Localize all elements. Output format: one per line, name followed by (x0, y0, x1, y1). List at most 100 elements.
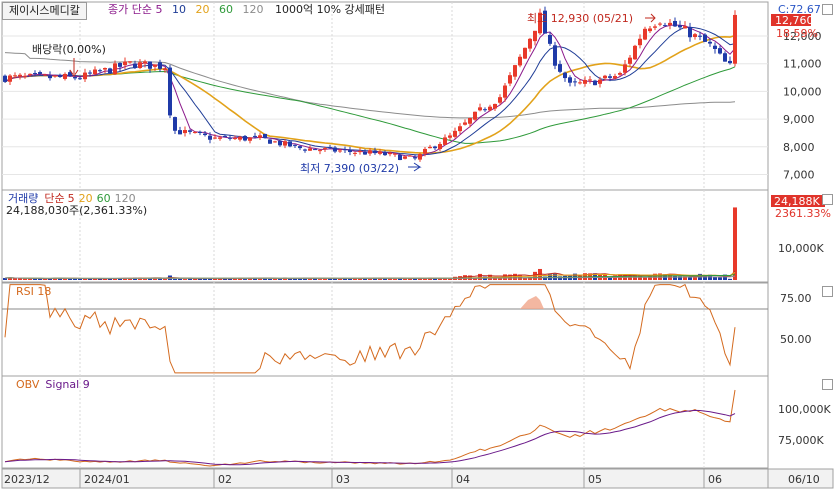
candle-body (58, 75, 62, 78)
candle-body (508, 75, 512, 84)
candle-body (573, 81, 577, 83)
candle-body (68, 72, 72, 77)
volume-bar (143, 278, 147, 280)
volume-bar (688, 277, 692, 280)
volume-bar (213, 278, 217, 280)
rsi-ytick-75: 75.00 (780, 292, 812, 305)
header-ma-legend: 종가 단순 5 10 20 60 120 1000억 10% 강세패턴 (108, 3, 385, 17)
volume-bar (198, 278, 202, 280)
volume-bar (183, 279, 187, 280)
candle-body (733, 14, 737, 64)
volume-bar (128, 278, 132, 280)
rsi-panel-max-button[interactable] (822, 286, 833, 297)
candle-body (728, 60, 732, 64)
volume-bar (413, 278, 417, 280)
volume-bar (203, 278, 207, 280)
volume-bar (433, 278, 437, 280)
candle-body (293, 144, 297, 146)
candle-body (228, 137, 232, 139)
candle-body (538, 12, 542, 34)
volume-bar (358, 278, 362, 280)
candle-body (593, 80, 597, 86)
candle-body (173, 117, 177, 131)
candle-body (588, 79, 592, 81)
volume-bar (33, 278, 37, 280)
candle-body (383, 152, 387, 156)
candle-body (638, 38, 642, 46)
candle-body (578, 82, 582, 84)
candle-body (418, 153, 422, 160)
price-ytick: 11,000 (783, 58, 822, 71)
xlabel-2023-12: 2023/12 (4, 473, 50, 486)
volume-bar (153, 277, 157, 280)
candle-body (693, 34, 697, 37)
candle-body (513, 65, 517, 77)
candle-body (208, 135, 212, 140)
candle-body (73, 77, 77, 79)
rsi-panel-frame (1, 282, 769, 377)
candle-body (78, 78, 82, 80)
candle-body (603, 75, 607, 79)
price-ytick: 10,000 (783, 85, 822, 98)
candle-body (3, 75, 7, 82)
candle-body (153, 64, 157, 67)
candle-body (18, 74, 22, 77)
volume-bar (323, 278, 327, 280)
candle-body (533, 30, 537, 42)
candle-body (43, 74, 47, 76)
volume-bar (673, 275, 677, 280)
volume-bar (528, 277, 532, 280)
candle-body (278, 140, 282, 146)
volume-bar (58, 277, 62, 280)
xlabel-04: 04 (456, 473, 470, 486)
current-pct: 18.59% (776, 27, 818, 40)
low-label: 최저 7,390 (03/22) (300, 162, 399, 175)
xlabel-03: 03 (336, 473, 350, 486)
volume-bar (728, 278, 732, 280)
candle-body (458, 126, 462, 132)
xlabel-02: 02 (218, 473, 232, 486)
candle-body (698, 35, 702, 37)
candle-body (303, 149, 307, 151)
volume-current-tag (771, 195, 825, 207)
volume-bar (628, 276, 632, 280)
price-ytick: 9,000 (783, 113, 815, 126)
volume-bar (248, 277, 252, 280)
obv-ytick-100k: 100,000K (778, 403, 831, 416)
volume-bar (43, 279, 47, 280)
volume-bar (608, 276, 612, 280)
volume-bar (438, 278, 442, 280)
candle-body (158, 62, 162, 69)
obv-panel-max-button[interactable] (822, 379, 833, 390)
volume-panel-max-button[interactable] (822, 194, 833, 205)
candle-body (428, 146, 432, 149)
dividend-arrow (69, 58, 79, 77)
candle-body (203, 133, 207, 136)
candle-body (393, 153, 397, 155)
ma-10: 10 (171, 3, 186, 16)
high-label: 최고 12,930 (05/21) (527, 12, 633, 25)
volume-bar (63, 278, 67, 280)
candle-body (453, 130, 457, 137)
candle-body (53, 75, 57, 77)
candle-body (343, 149, 347, 151)
stock-name: 제이시스메디칼 (9, 4, 80, 17)
candle-body (128, 61, 132, 63)
volume-bar (363, 278, 367, 280)
candle-body (553, 45, 557, 66)
volume-bar (228, 278, 232, 280)
candle-body (618, 72, 622, 75)
candle-body (413, 157, 417, 159)
price-panel-max-button[interactable] (822, 4, 833, 15)
stock-name-box[interactable]: 제이시스메디칼 (2, 2, 87, 20)
volume-bar (308, 278, 312, 280)
obv-signal-path (4, 409, 736, 466)
candle-body (283, 141, 287, 146)
candle-body (423, 148, 427, 154)
candle-body (8, 75, 12, 82)
candle-body (48, 75, 52, 79)
candle-body (368, 150, 372, 154)
volume-ma-20: 20 (79, 192, 93, 205)
candle-body (163, 68, 167, 71)
candle-body (443, 137, 447, 145)
